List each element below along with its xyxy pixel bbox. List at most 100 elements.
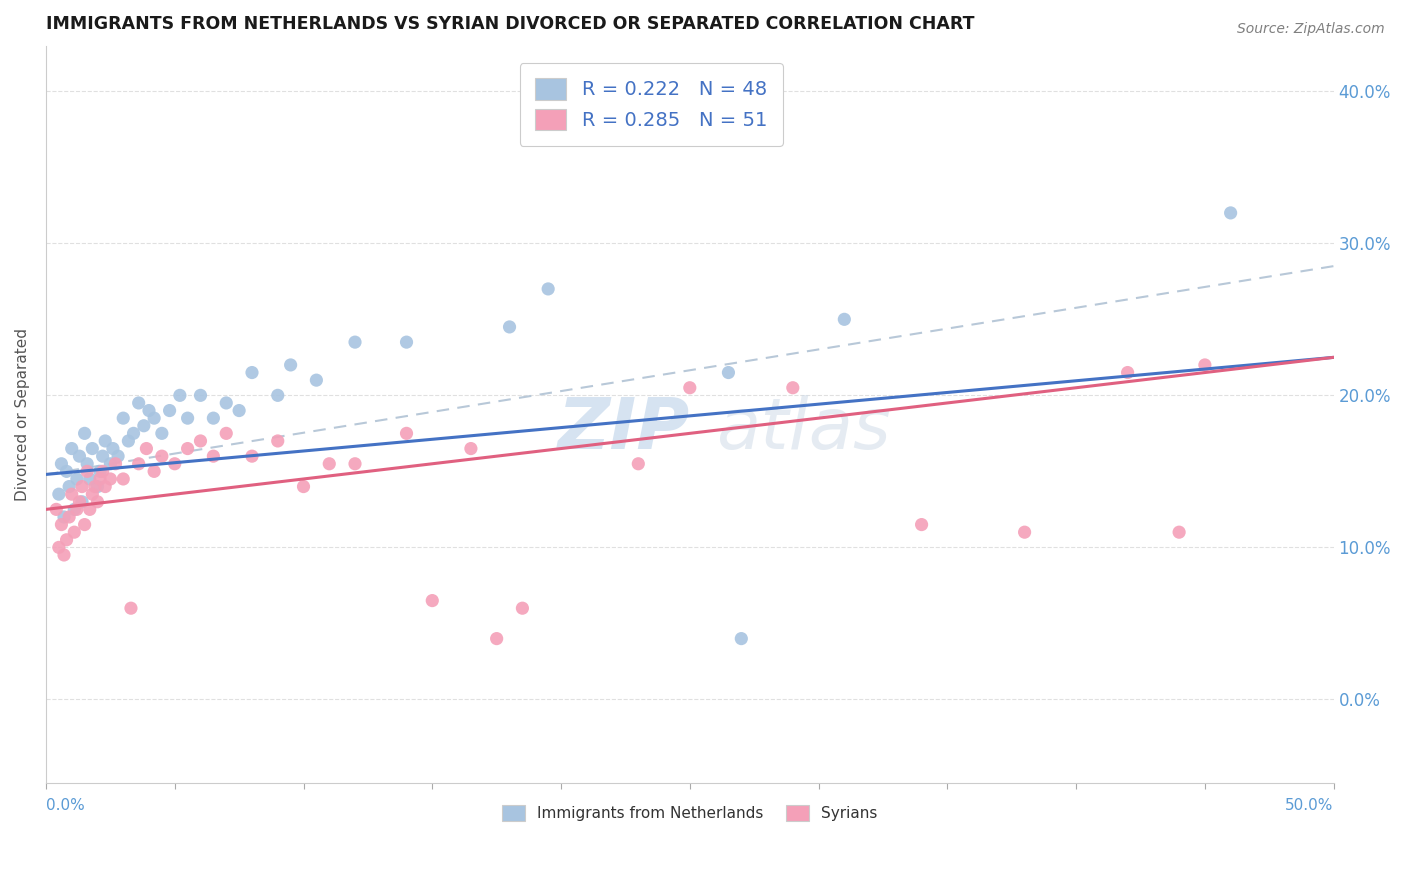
Point xyxy=(512,601,534,615)
Point xyxy=(70,495,93,509)
Point xyxy=(460,442,482,456)
Text: 0.0%: 0.0% xyxy=(46,798,84,814)
Point xyxy=(627,457,650,471)
Point xyxy=(420,593,443,607)
Point xyxy=(280,358,302,372)
Point xyxy=(107,449,129,463)
Point xyxy=(63,502,86,516)
Point xyxy=(202,411,225,425)
Point xyxy=(51,517,73,532)
Point xyxy=(190,434,212,448)
Point xyxy=(498,320,520,334)
Point xyxy=(150,449,173,463)
Point xyxy=(73,426,96,441)
Point xyxy=(240,449,263,463)
Point xyxy=(98,472,121,486)
Point xyxy=(112,411,135,425)
Point xyxy=(537,282,560,296)
Point xyxy=(910,517,932,532)
Point xyxy=(267,434,290,448)
Point xyxy=(86,495,108,509)
Point xyxy=(76,464,98,478)
Point xyxy=(66,502,89,516)
Point xyxy=(1014,525,1036,540)
Point xyxy=(91,464,114,478)
Point xyxy=(135,442,157,456)
Point xyxy=(132,418,155,433)
Point xyxy=(143,411,166,425)
Point xyxy=(73,517,96,532)
Point xyxy=(82,487,104,501)
Point xyxy=(730,632,752,646)
Point xyxy=(122,426,145,441)
Point xyxy=(717,366,740,380)
Point xyxy=(190,388,212,402)
Point xyxy=(679,381,702,395)
Point xyxy=(240,366,263,380)
Point xyxy=(169,388,191,402)
Point xyxy=(163,457,186,471)
Point xyxy=(69,495,91,509)
Point xyxy=(395,335,418,350)
Point xyxy=(79,502,101,516)
Point xyxy=(98,457,121,471)
Point xyxy=(60,442,83,456)
Y-axis label: Divorced or Separated: Divorced or Separated xyxy=(15,328,30,500)
Point xyxy=(176,411,198,425)
Point xyxy=(83,479,105,493)
Point xyxy=(1194,358,1216,372)
Text: IMMIGRANTS FROM NETHERLANDS VS SYRIAN DIVORCED OR SEPARATED CORRELATION CHART: IMMIGRANTS FROM NETHERLANDS VS SYRIAN DI… xyxy=(46,15,974,33)
Point xyxy=(267,388,290,402)
Point xyxy=(128,457,150,471)
Point xyxy=(63,525,86,540)
Legend: Immigrants from Netherlands, Syrians: Immigrants from Netherlands, Syrians xyxy=(496,799,884,827)
Point xyxy=(395,426,418,441)
Point xyxy=(215,426,238,441)
Point xyxy=(70,479,93,493)
Point xyxy=(48,487,70,501)
Point xyxy=(318,457,340,471)
Point xyxy=(89,472,111,486)
Point xyxy=(305,373,328,387)
Text: 50.0%: 50.0% xyxy=(1285,798,1334,814)
Point xyxy=(86,479,108,493)
Point xyxy=(1219,206,1241,220)
Point xyxy=(45,502,67,516)
Point xyxy=(66,472,89,486)
Point xyxy=(1116,366,1139,380)
Point xyxy=(91,449,114,463)
Point xyxy=(228,403,250,417)
Point xyxy=(79,472,101,486)
Text: ZIP: ZIP xyxy=(558,394,690,464)
Point xyxy=(343,335,366,350)
Point xyxy=(159,403,181,417)
Point xyxy=(101,442,124,456)
Point xyxy=(53,548,76,562)
Point xyxy=(117,434,139,448)
Point xyxy=(104,457,127,471)
Point xyxy=(69,449,91,463)
Point xyxy=(48,541,70,555)
Point xyxy=(138,403,160,417)
Point xyxy=(94,479,117,493)
Point xyxy=(53,510,76,524)
Point xyxy=(1168,525,1191,540)
Point xyxy=(58,479,80,493)
Text: atlas: atlas xyxy=(716,394,890,464)
Point xyxy=(60,487,83,501)
Point xyxy=(292,479,315,493)
Point xyxy=(343,457,366,471)
Point xyxy=(150,426,173,441)
Point xyxy=(202,449,225,463)
Point xyxy=(215,396,238,410)
Point xyxy=(120,601,142,615)
Point xyxy=(55,464,77,478)
Point xyxy=(76,457,98,471)
Point xyxy=(58,510,80,524)
Point xyxy=(782,381,804,395)
Point xyxy=(94,434,117,448)
Point xyxy=(143,464,166,478)
Point xyxy=(485,632,508,646)
Text: Source: ZipAtlas.com: Source: ZipAtlas.com xyxy=(1237,22,1385,37)
Point xyxy=(51,457,73,471)
